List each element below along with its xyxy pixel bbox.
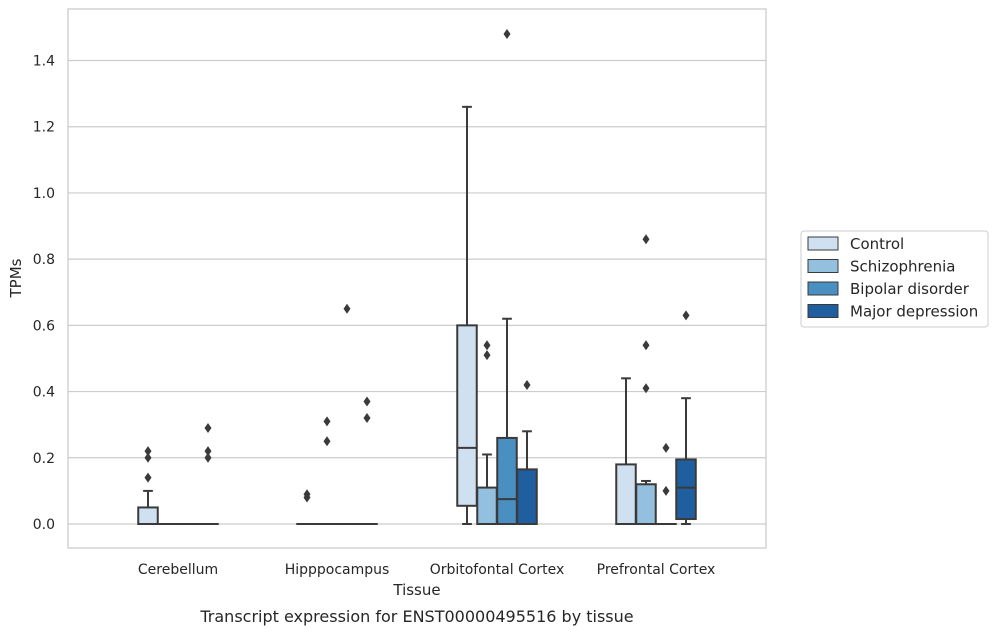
box-schizophrenia [316,416,338,526]
outlier-point [503,29,511,40]
box-bipolar-disorder [655,442,677,526]
box-control [296,489,318,526]
x-tick-label: Hipppocampus [285,562,390,578]
box-iqr [615,463,637,525]
box-bipolar-disorder [496,29,518,525]
legend-swatch [807,281,839,296]
legend: Control Schizophrenia Bipolar disorder Majo… [800,230,989,328]
outlier-point [363,413,371,424]
outlier-point [144,452,152,463]
box-iqr [476,486,498,526]
legend-label: Schizophrenia [850,258,955,276]
box-iqr [496,436,518,525]
y-tick-label: 0.0 [33,517,55,533]
outlier-point [483,340,491,351]
box-major-depression [197,422,219,526]
legend-frame [800,230,989,328]
x-tick-labels: Cerebellum Hipppocampus Orbitofontal Corte… [138,562,715,578]
outlier-point [144,472,152,483]
box-iqr [456,324,478,507]
outlier-point [204,452,212,463]
outlier-point [204,422,212,433]
outlier-point [642,383,650,394]
outlier-point [483,350,491,361]
outlier-point [662,442,670,453]
legend-label: Bipolar disorder [850,280,970,298]
box-control [137,446,159,526]
box-control [456,105,478,525]
box-major-depression [516,379,538,525]
box-series [137,29,697,526]
grid-lines [68,59,766,525]
x-axis-label: Tissue [392,581,440,599]
outlier-point [642,340,650,351]
outlier-point [682,310,690,321]
y-tick-label: 1.0 [33,186,55,202]
box-major-depression [356,396,378,526]
box-iqr [516,468,538,525]
box-control [615,377,637,525]
outlier-point [642,234,650,245]
box-iqr [137,506,159,526]
outlier-point [363,396,371,407]
y-tick-label: 0.2 [33,451,55,467]
outlier-point [323,416,331,427]
y-axis-label: TPMs [7,258,25,298]
legend-label: Major depression [850,303,978,321]
y-tick-label: 0.6 [33,318,55,334]
outlier-point [323,436,331,447]
outlier-point [343,303,351,314]
box-major-depression [675,310,697,525]
outlier-point [662,485,670,496]
y-tick-label: 1.2 [33,120,55,136]
outlier-point [204,446,212,457]
chart-caption: Transcript expression for ENST0000049551… [199,607,633,626]
x-tick-label: Prefrontal Cortex [597,562,716,578]
y-tick-label: 0.8 [33,252,55,268]
box-iqr [675,458,697,521]
x-tick-label: Orbitofontal Cortex [430,562,565,578]
legend-swatch [807,236,839,251]
legend-label: Control [850,235,904,253]
box-bipolar-disorder [336,303,358,526]
outlier-point [144,446,152,457]
box-iqr [635,483,657,525]
outlier-point [523,379,531,390]
y-tick-labels: 0.0 0.2 0.4 0.6 0.8 1.0 1.2 1.4 [33,54,55,534]
legend-swatch [807,304,839,318]
x-tick-label: Cerebellum [138,562,218,578]
box-schizophrenia [635,234,657,525]
plot-area-frame [67,8,767,549]
box-schizophrenia [476,340,498,526]
outlier-point [303,489,311,500]
y-tick-label: 0.4 [33,385,55,401]
legend-swatch [807,259,839,273]
y-tick-label: 1.4 [33,54,55,70]
